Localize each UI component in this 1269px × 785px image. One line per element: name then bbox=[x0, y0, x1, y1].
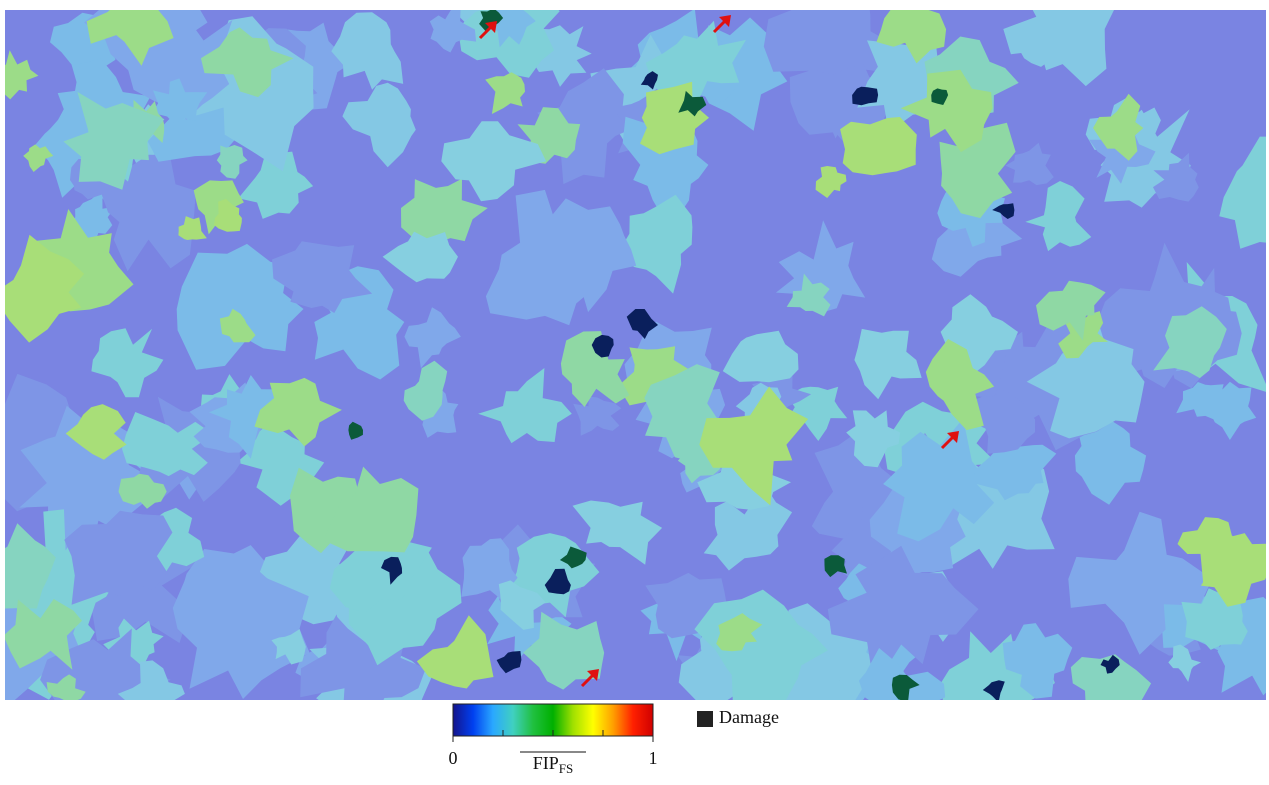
figure: 0 1 FIPFS Damage bbox=[0, 0, 1269, 780]
colorbar-tick-label: 1 bbox=[649, 748, 658, 768]
legend-label: Damage bbox=[719, 707, 779, 727]
grain bbox=[840, 117, 917, 175]
legend-swatch bbox=[697, 711, 713, 727]
colorbar-label-sub: FS bbox=[559, 761, 573, 776]
colorbar-label-main: FIP bbox=[533, 753, 559, 773]
colorbar-label: FIPFS bbox=[533, 753, 573, 776]
colorbar-tick-label: 0 bbox=[449, 748, 458, 768]
